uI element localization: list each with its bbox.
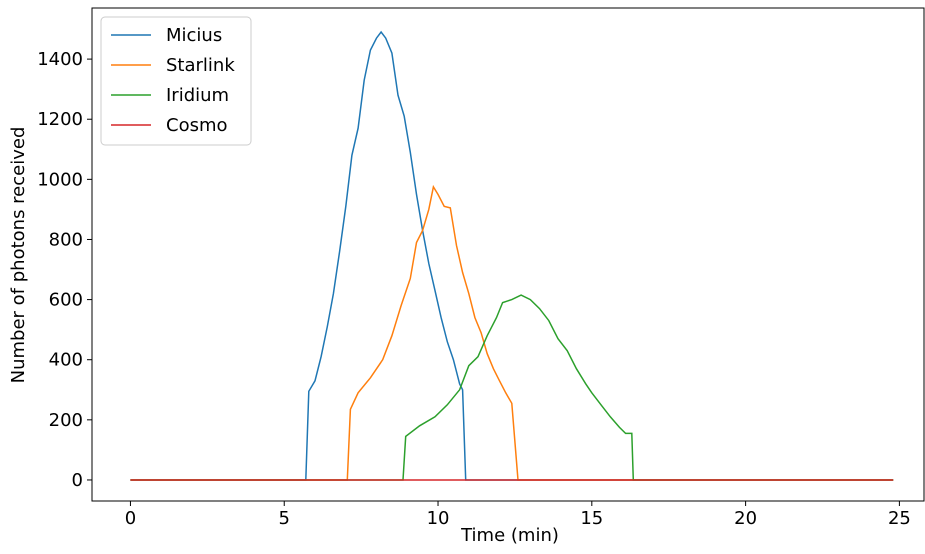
y-tick-label: 0 — [72, 470, 83, 491]
x-tick-label: 25 — [888, 508, 911, 529]
y-axis-label: Number of photons received — [8, 127, 29, 384]
legend-label: Micius — [166, 25, 222, 46]
legend-box — [100, 16, 252, 146]
series-line — [130, 294, 894, 481]
y-tick-label: 200 — [49, 410, 83, 431]
x-tick-label: 10 — [427, 508, 450, 529]
legend-label: Iridium — [166, 85, 229, 106]
y-tick-label: 1200 — [37, 109, 83, 130]
series-line — [130, 30, 894, 481]
plot-frame — [91, 7, 925, 502]
x-tick-label: 0 — [125, 508, 136, 529]
x-tick-label: 5 — [279, 508, 290, 529]
y-tick-label: 800 — [49, 229, 83, 250]
y-tick-label: 1400 — [37, 49, 83, 70]
legend-label: Cosmo — [166, 115, 228, 136]
x-tick-label: 15 — [580, 508, 603, 529]
y-tick-label: 1000 — [37, 169, 83, 190]
x-axis-label: Time (min) — [460, 525, 559, 546]
x-tick-label: 20 — [734, 508, 757, 529]
y-tick-label: 400 — [49, 350, 83, 371]
y-tick-label: 600 — [49, 290, 83, 311]
series-line — [130, 184, 894, 481]
legend-label: Starlink — [166, 55, 235, 76]
